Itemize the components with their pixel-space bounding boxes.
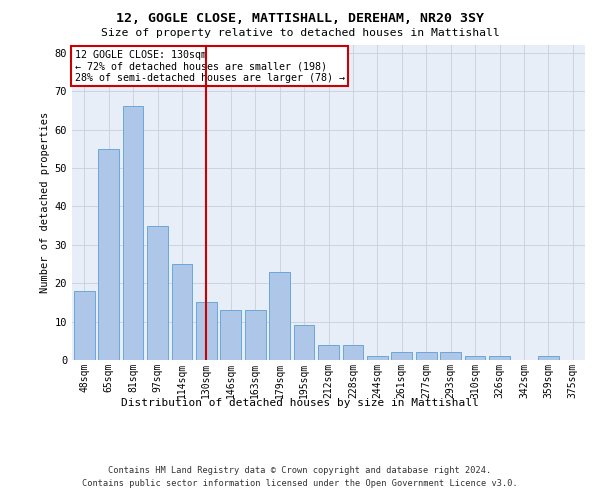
Bar: [318, 344, 339, 360]
Bar: [367, 356, 388, 360]
Bar: [196, 302, 217, 360]
Bar: [245, 310, 266, 360]
Text: Distribution of detached houses by size in Mattishall: Distribution of detached houses by size …: [121, 398, 479, 407]
Bar: [98, 148, 119, 360]
Text: 12, GOGLE CLOSE, MATTISHALL, DEREHAM, NR20 3SY: 12, GOGLE CLOSE, MATTISHALL, DEREHAM, NR…: [116, 12, 484, 26]
Bar: [293, 326, 314, 360]
Bar: [416, 352, 437, 360]
Bar: [489, 356, 510, 360]
Bar: [538, 356, 559, 360]
Bar: [122, 106, 143, 360]
Text: Size of property relative to detached houses in Mattishall: Size of property relative to detached ho…: [101, 28, 499, 38]
Bar: [464, 356, 485, 360]
Bar: [269, 272, 290, 360]
Y-axis label: Number of detached properties: Number of detached properties: [40, 112, 50, 293]
Bar: [391, 352, 412, 360]
Bar: [172, 264, 193, 360]
Bar: [74, 291, 95, 360]
Text: 12 GOGLE CLOSE: 130sqm
← 72% of detached houses are smaller (198)
28% of semi-de: 12 GOGLE CLOSE: 130sqm ← 72% of detached…: [74, 50, 344, 83]
Text: Contains HM Land Registry data © Crown copyright and database right 2024.
Contai: Contains HM Land Registry data © Crown c…: [82, 466, 518, 487]
Bar: [440, 352, 461, 360]
Bar: [220, 310, 241, 360]
Bar: [343, 344, 364, 360]
Bar: [147, 226, 168, 360]
